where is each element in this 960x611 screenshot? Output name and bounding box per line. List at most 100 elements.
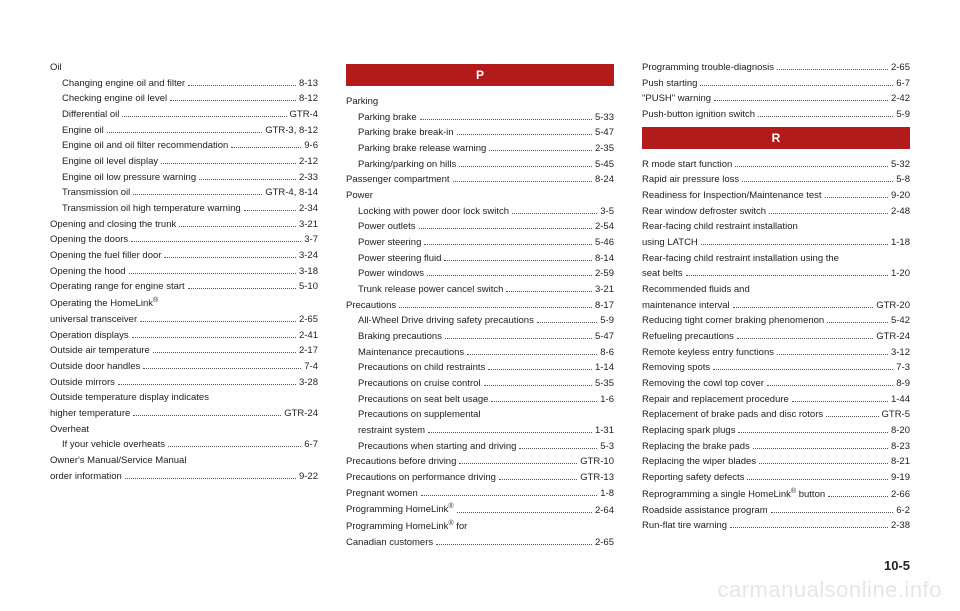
leader-dots [686, 270, 888, 277]
index-entry-label: Reducing tight corner braking phenomenon [642, 313, 824, 329]
index-entry: Replacing the wiper blades8-21 [642, 454, 910, 470]
index-entry-page: 5-32 [891, 157, 910, 173]
index-entry-label: Opening the fuel filler door [50, 248, 161, 264]
leader-dots [118, 378, 296, 385]
leader-dots [771, 506, 894, 513]
index-entry-label: Outside door handles [50, 359, 140, 375]
index-entry: Parking brake5-33 [346, 110, 614, 126]
leader-dots [758, 110, 893, 117]
index-entry-page: 2-59 [595, 266, 614, 282]
leader-dots [399, 301, 592, 308]
index-entry-page: 5-10 [299, 279, 318, 295]
index-entry-label: maintenance interval [642, 298, 730, 314]
index-entry-label: Differential oil [62, 107, 119, 123]
index-entry: Engine oilGTR-3, 8-12 [50, 123, 318, 139]
index-entry-label: Changing engine oil and filter [62, 76, 185, 92]
index-entry: Reducing tight corner braking phenomenon… [642, 313, 910, 329]
index-entry-page: 2-64 [595, 503, 614, 519]
index-entry: Programming HomeLink® 2-64 [346, 501, 614, 518]
index-entry-page: GTR-20 [876, 298, 910, 314]
index-entry-page: 3-21 [595, 282, 614, 298]
index-entry-page: 2-34 [299, 201, 318, 217]
leader-dots [428, 426, 592, 433]
index-group-title: Power [346, 188, 614, 204]
index-entry-page: 1-6 [600, 392, 614, 408]
index-entry-page: 3-7 [304, 232, 318, 248]
index-entry-page: 8-14 [595, 251, 614, 267]
leader-dots [737, 332, 873, 339]
index-entry: order information 9-22 [50, 469, 318, 485]
index-entry-page: 8-24 [595, 172, 614, 188]
index-entry: Precautions on performance drivingGTR-13 [346, 470, 614, 486]
leader-dots [713, 364, 893, 371]
index-entry: universal transceiver2-65 [50, 312, 318, 328]
index-entry: Canadian customers2-65 [346, 535, 614, 551]
index-entry-page: 5-3 [600, 439, 614, 455]
index-entry-page: 5-33 [595, 110, 614, 126]
column-1: OilChanging engine oil and filter8-13Che… [50, 60, 318, 551]
leader-dots [738, 426, 888, 433]
leader-dots [730, 522, 888, 529]
index-entry-page: 9-6 [304, 138, 318, 154]
index-entry-label: Operating range for engine start [50, 279, 185, 295]
index-entry-label: Pregnant women [346, 486, 418, 502]
index-entry-label: Push starting [642, 76, 697, 92]
index-entry-label: seat belts [642, 266, 683, 282]
index-entry-label: Engine oil and oil filter recommendation [62, 138, 228, 154]
index-entry-label: Checking engine oil level [62, 91, 167, 107]
leader-dots [499, 473, 577, 480]
index-entry-page: 2-41 [299, 328, 318, 344]
index-entry-page: 5-47 [595, 329, 614, 345]
leader-dots [131, 236, 301, 243]
index-entry-page: 2-65 [891, 60, 910, 76]
index-entry: Rapid air pressure loss5-8 [642, 172, 910, 188]
index-entry: Trunk release power cancel switch3-21 [346, 282, 614, 298]
section-header: P [346, 64, 614, 86]
leader-dots [714, 95, 888, 102]
index-entry: Changing engine oil and filter 8-13 [50, 76, 318, 92]
index-group-title: Rear-facing child restraint installation… [642, 251, 910, 267]
index-entry-label: Readiness for Inspection/Maintenance tes… [642, 188, 822, 204]
index-entry-page: 5-8 [896, 172, 910, 188]
index-entry: restraint system1-31 [346, 423, 614, 439]
index-entry-page: 5-9 [600, 313, 614, 329]
index-entry-page: 5-35 [595, 376, 614, 392]
leader-dots [445, 332, 592, 339]
index-entry: Precautions before drivingGTR-10 [346, 454, 614, 470]
index-entry-label: Programming HomeLink® [346, 501, 454, 518]
leader-dots [453, 176, 592, 183]
leader-dots [506, 285, 592, 292]
index-entry-page: 3-24 [299, 248, 318, 264]
leader-dots [825, 191, 888, 198]
index-entry-page: 9-22 [299, 469, 318, 485]
column-2: PParkingParking brake5-33Parking brake b… [346, 60, 614, 551]
index-entry-label: order information [50, 469, 122, 485]
index-entry-page: 2-54 [595, 219, 614, 235]
leader-dots [133, 189, 262, 196]
leader-dots [427, 270, 592, 277]
leader-dots [700, 79, 893, 86]
leader-dots [733, 301, 874, 308]
leader-dots [421, 489, 597, 496]
index-entry: If your vehicle overheats6-7 [50, 437, 318, 453]
index-entry-label: Operation displays [50, 328, 129, 344]
index-entry-label: Push-button ignition switch [642, 107, 755, 123]
leader-dots [129, 267, 296, 274]
leader-dots [747, 473, 888, 480]
index-entry-label: "PUSH" warning [642, 91, 711, 107]
index-entry-page: GTR-10 [580, 454, 614, 470]
index-entry-label: Precautions on cruise control [358, 376, 481, 392]
index-entry: Transmission oilGTR-4, 8-14 [50, 185, 318, 201]
index-entry: seat belts1-20 [642, 266, 910, 282]
index-entry: Operating range for engine start 5-10 [50, 279, 318, 295]
index-entry-label: Precautions [346, 298, 396, 314]
index-entry-page: 2-42 [891, 91, 910, 107]
leader-dots [143, 362, 301, 369]
index-entry-label: higher temperature [50, 406, 130, 422]
index-entry-page: 6-7 [896, 76, 910, 92]
index-entry-page: 8-13 [299, 76, 318, 92]
leader-dots [419, 223, 592, 230]
leader-dots [519, 442, 597, 449]
leader-dots [459, 458, 577, 465]
index-entry-label: Power steering [358, 235, 421, 251]
